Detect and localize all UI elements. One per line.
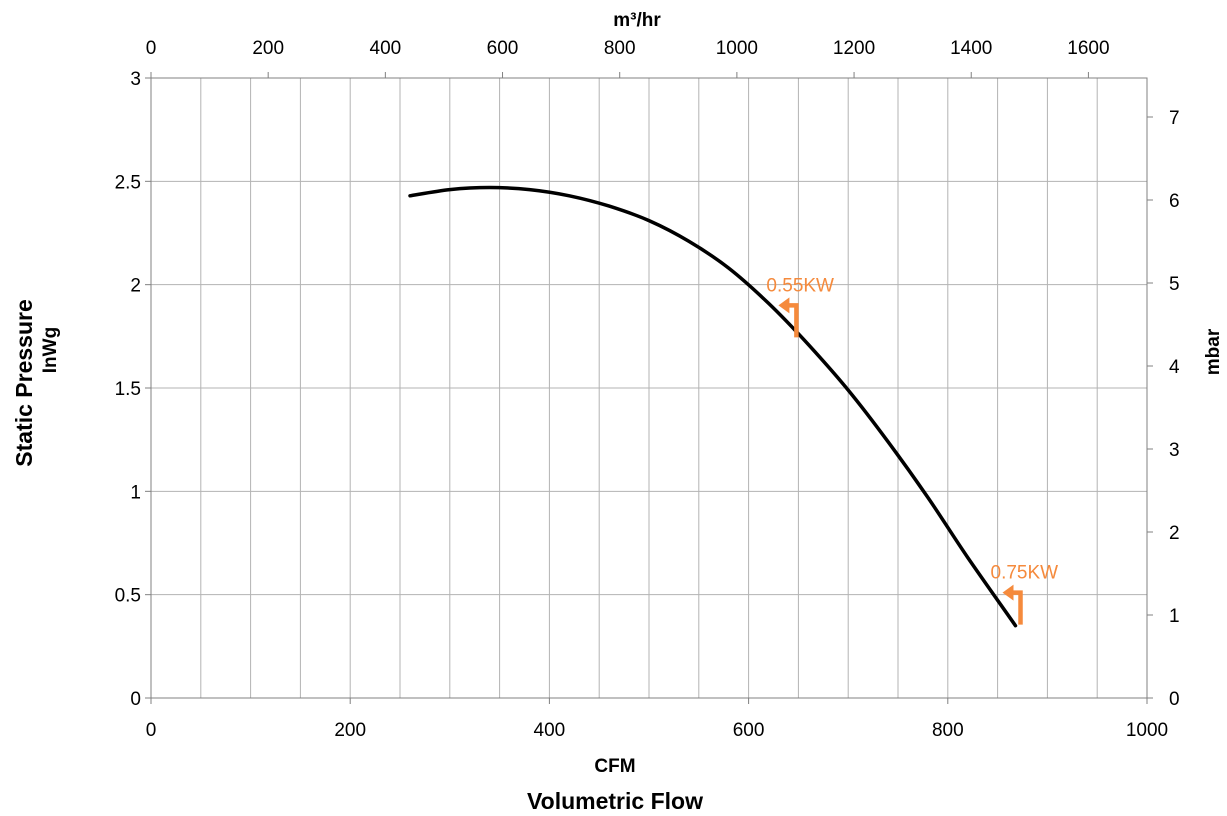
top-axis-ticks: 0 200 400 600 800 1000 1200 1400 1600 (146, 38, 1110, 78)
bottom-axis-ticks: 0 200 400 600 800 1000 (146, 698, 1168, 741)
power-rating-label: 0.55KW (766, 275, 834, 296)
top-tick-label: 1200 (833, 38, 875, 59)
power-marker-arrowhead (778, 297, 790, 314)
left-axis-label: Static Pressure (11, 299, 37, 466)
right-tick-label: 5 (1169, 274, 1180, 295)
left-tick-label: 0.5 (115, 586, 141, 607)
right-tick-label: 4 (1169, 357, 1180, 378)
bottom-axis-sublabel: Volumetric Flow (527, 788, 703, 814)
bottom-tick-label: 400 (534, 720, 566, 741)
right-tick-label: 0 (1169, 689, 1180, 710)
bottom-tick-label: 200 (334, 720, 366, 741)
right-tick-label: 1 (1169, 606, 1180, 627)
right-tick-label: 7 (1169, 108, 1180, 129)
right-axis-label: mbar (1203, 328, 1224, 375)
right-tick-label: 6 (1169, 191, 1180, 212)
top-tick-label: 400 (370, 38, 402, 59)
top-tick-label: 200 (252, 38, 284, 59)
bottom-tick-label: 1000 (1126, 720, 1168, 741)
left-tick-label: 1 (130, 482, 141, 503)
top-tick-label: 1600 (1067, 38, 1109, 59)
series-layer (408, 185, 1018, 628)
performance-curve-line (408, 185, 1018, 628)
bottom-tick-label: 800 (932, 720, 964, 741)
left-axis-sublabel: InWg (40, 327, 61, 373)
top-tick-label: 1400 (950, 38, 992, 59)
left-tick-label: 1.5 (115, 379, 141, 400)
top-tick-label: 0 (146, 38, 157, 59)
power-marker-arrow (1011, 590, 1023, 625)
left-tick-label: 2.5 (115, 172, 141, 193)
annotation-layer: 0.55KW 0.75KW (766, 275, 1059, 625)
right-axis-ticks: 0 1 2 3 4 5 6 7 (1147, 108, 1180, 710)
top-tick-label: 1000 (716, 38, 758, 59)
top-axis-label: m³/hr (613, 10, 661, 31)
top-tick-label: 800 (604, 38, 636, 59)
horizontal-gridlines (151, 180, 1147, 596)
left-tick-label: 2 (130, 276, 141, 297)
bottom-tick-label: 0 (146, 720, 157, 741)
top-tick-label: 600 (487, 38, 519, 59)
power-rating-label: 0.75KW (991, 563, 1059, 584)
power-marker-arrowhead (1002, 584, 1014, 601)
power-marker-arrow (787, 303, 799, 338)
right-tick-label: 2 (1169, 523, 1180, 544)
left-axis-ticks: 0 0.5 1 1.5 2 2.5 3 (115, 69, 151, 710)
left-tick-label: 0 (130, 689, 141, 710)
right-tick-label: 3 (1169, 440, 1180, 461)
bottom-tick-label: 600 (733, 720, 765, 741)
left-tick-label: 3 (130, 69, 141, 90)
bottom-axis-label: CFM (594, 756, 635, 777)
